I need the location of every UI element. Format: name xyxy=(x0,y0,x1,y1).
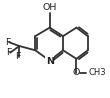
Text: CH3: CH3 xyxy=(88,68,106,77)
Text: F: F xyxy=(5,38,11,47)
Text: F: F xyxy=(6,48,12,57)
Text: OH: OH xyxy=(43,4,57,12)
Text: O: O xyxy=(73,68,80,77)
Text: N: N xyxy=(46,57,54,66)
Text: F: F xyxy=(16,52,21,61)
